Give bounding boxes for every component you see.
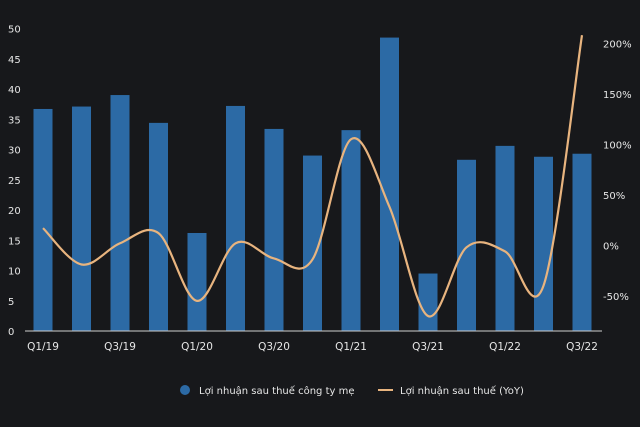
right-axis: -50% 0% 50% 100% 150% 200%	[603, 39, 632, 303]
right-tick-label: 150%	[603, 90, 632, 101]
x-tick-label: Q3/21	[412, 341, 444, 353]
left-tick-label: 0	[8, 327, 14, 338]
bar	[33, 108, 53, 331]
left-tick-label: 30	[8, 146, 21, 157]
left-tick-label: 50	[8, 25, 21, 36]
right-tick-label: 0%	[603, 241, 619, 252]
x-tick-label: Q1/21	[335, 341, 367, 353]
x-tick-label: Q3/19	[104, 341, 136, 353]
bar	[72, 106, 91, 331]
legend-label-bar: Lợi nhuận sau thuế công ty mẹ	[199, 385, 354, 397]
bar	[457, 159, 476, 331]
right-tick-label: 200%	[603, 39, 632, 50]
bar	[341, 130, 361, 331]
x-tick-label: Q3/20	[258, 341, 290, 353]
right-tick-label: -50%	[603, 292, 629, 303]
x-tick-label: Q1/20	[181, 341, 213, 353]
left-tick-label: 40	[8, 85, 21, 96]
x-tick-label: Q1/19	[27, 341, 59, 353]
bar-series	[33, 37, 592, 331]
left-tick-label: 5	[8, 297, 14, 308]
bar	[572, 153, 592, 331]
left-axis: 0 5 10 15 20 25 30 35 40 45 50	[8, 25, 21, 339]
legend-label-line: Lợi nhuận sau thuế (YoY)	[400, 385, 524, 397]
left-tick-label: 15	[8, 236, 21, 247]
left-tick-label: 20	[8, 206, 21, 217]
left-tick-label: 10	[8, 267, 21, 278]
left-tick-label: 25	[8, 176, 21, 187]
bar	[110, 95, 130, 331]
left-tick-label: 35	[8, 115, 21, 126]
x-tick-label: Q3/22	[566, 341, 598, 353]
right-tick-label: 50%	[603, 191, 625, 202]
bar	[149, 122, 168, 331]
legend-bar-marker	[180, 385, 190, 395]
yoy-line	[42, 35, 584, 318]
bar	[226, 105, 245, 331]
bar	[264, 128, 284, 331]
left-tick-label: 45	[8, 55, 21, 66]
bar	[418, 273, 438, 331]
x-axis: Q1/19 Q3/19 Q1/20 Q3/20 Q1/21 Q3/21 Q1/22 Q3/22	[27, 341, 598, 353]
bar	[380, 37, 399, 331]
bar	[303, 155, 322, 331]
bar	[534, 156, 553, 331]
x-tick-label: Q1/22	[489, 341, 521, 353]
bar	[495, 145, 515, 331]
right-tick-label: 100%	[603, 140, 632, 151]
legend: Lợi nhuận sau thuế công ty mẹ Lợi nhuận …	[180, 385, 524, 397]
bar	[187, 232, 207, 331]
